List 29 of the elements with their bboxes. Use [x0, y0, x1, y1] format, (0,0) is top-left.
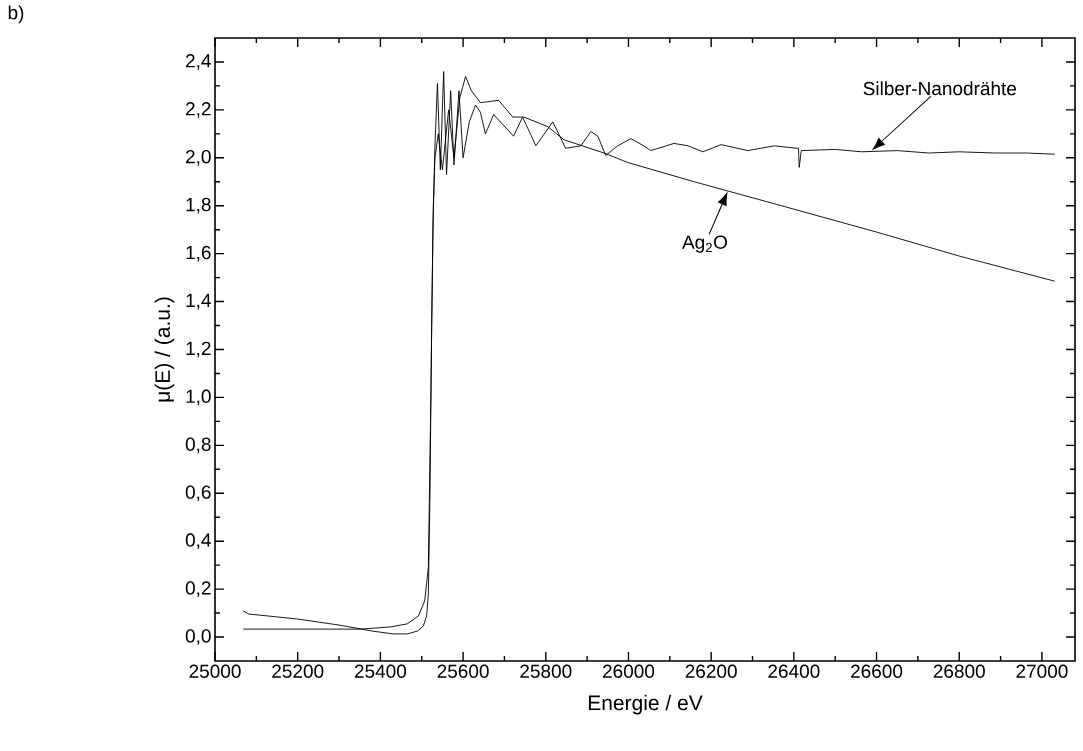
y-tick-label: 1,8	[186, 197, 211, 214]
y-tick-label: 1,4	[186, 293, 211, 310]
x-tick-label: 26000	[603, 664, 655, 678]
y-tick-label: 0,4	[185, 533, 211, 550]
x-tick-label: 26400	[768, 664, 820, 678]
y-tick-label: 0,6	[185, 485, 211, 502]
y-tick-label: 0,0	[185, 629, 211, 645]
y-tick-label: 1,6	[186, 245, 211, 262]
x-tick-label: 26200	[685, 664, 737, 678]
x-tick-label: 26800	[933, 664, 985, 678]
x-tick-label: 25000	[189, 664, 241, 678]
y-tick-label: 2,4	[186, 54, 211, 70]
y-tick-label: 0,2	[185, 581, 211, 597]
y-tick-label: 1,2	[186, 341, 211, 358]
y-tick-label: 0,8	[185, 437, 211, 454]
y-tick-label: 1,0	[186, 389, 211, 406]
x-tick-label: 25600	[437, 664, 489, 678]
y-axis-title: μ(E) / (a.u.)	[154, 297, 175, 402]
x-tick-label: 25200	[272, 664, 324, 678]
x-tick-label: 26600	[851, 664, 903, 678]
annotation: Silber-Nanodrähte	[863, 81, 1017, 96]
x-tick-label: 25400	[354, 664, 407, 678]
annotation: Ag$_{2}$O	[682, 235, 727, 253]
x-axis-title: Energie / eV	[588, 694, 703, 715]
text: b)	[8, 5, 24, 24]
x-tick-label: 25800	[520, 664, 572, 678]
y-tick-label: 2,0	[186, 149, 211, 166]
x-tick-label: 27000	[1016, 664, 1068, 678]
y-tick-label: 2,2	[186, 102, 211, 118]
